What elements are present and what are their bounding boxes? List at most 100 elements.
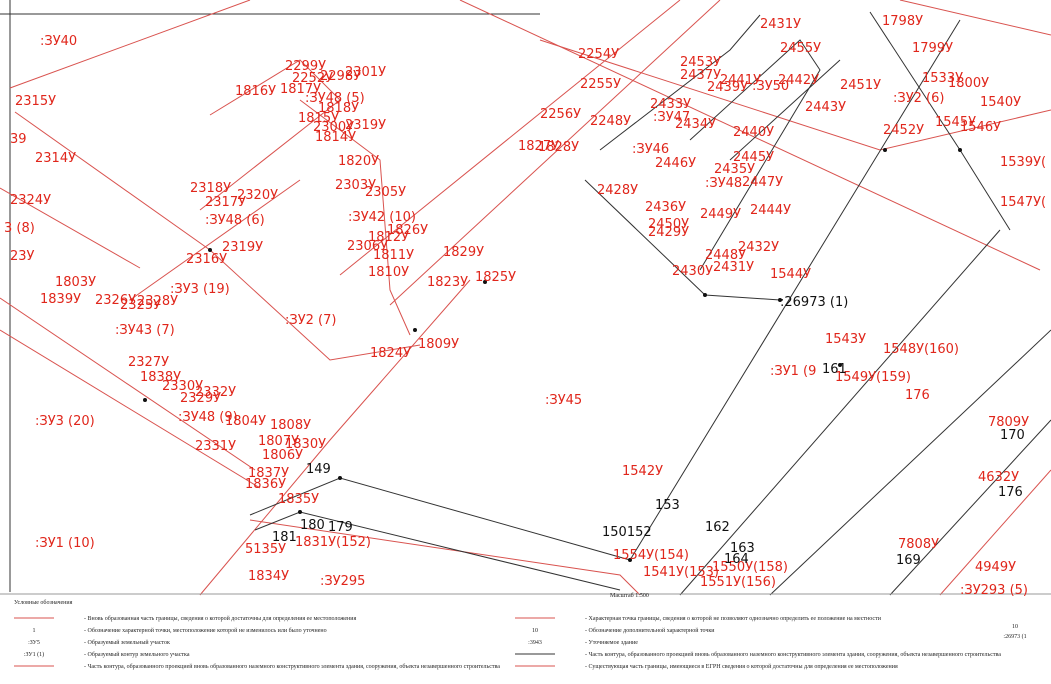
parcel-label: 2305У bbox=[365, 185, 406, 200]
legend-text: - Уточняемое здание bbox=[585, 640, 638, 646]
parcel-label: 1546У bbox=[960, 120, 1001, 135]
cadastral-map: Условные обозначения Масштаб 1:500 - Вно… bbox=[0, 0, 1051, 684]
parcel-label: 2256У bbox=[540, 107, 581, 122]
parcel-label: 2314У bbox=[35, 151, 76, 166]
parcel-label: 1834У bbox=[248, 569, 289, 584]
parcel-label: 2436У bbox=[645, 200, 686, 215]
parcel-label: 1820У bbox=[338, 154, 379, 169]
parcel-label: 1816У bbox=[235, 84, 276, 99]
point bbox=[413, 328, 417, 332]
parcel-label: 2429У bbox=[648, 225, 689, 240]
parcel-label: 2248У bbox=[590, 114, 631, 129]
parcel-label: 2443У bbox=[805, 100, 846, 115]
legend-symbol: :26973 (1 bbox=[1003, 633, 1026, 640]
parcel-label: 1804У bbox=[225, 414, 266, 429]
parcel-label: 1835У bbox=[278, 492, 319, 507]
parcel-label: :ЗУ48 bbox=[705, 176, 742, 191]
parcel-label: :ЗУ2 (6) bbox=[893, 91, 944, 106]
parcel-label: 1831У(152) bbox=[295, 535, 371, 550]
parcel-label: 1547У( bbox=[1000, 195, 1046, 210]
parcel-label: 179 bbox=[328, 520, 353, 535]
parcel-label: 2331У bbox=[195, 439, 236, 454]
parcel-label: 1544У bbox=[770, 267, 811, 282]
parcel-label: 176 bbox=[905, 388, 930, 403]
legend-text: - Образуемый земельный участок bbox=[84, 639, 170, 646]
parcel-label: 2434У bbox=[675, 117, 716, 132]
point bbox=[883, 148, 887, 152]
legend-text: - Образуемый контур земельного участка bbox=[84, 651, 190, 658]
parcel-label: 150152 bbox=[602, 525, 652, 540]
parcel-label: 153 bbox=[655, 498, 680, 513]
parcel-label: 1539У( bbox=[1000, 155, 1046, 170]
parcel-label: 1810У bbox=[368, 265, 409, 280]
parcel-label: 1800У bbox=[948, 76, 989, 91]
parcel-label: 23У bbox=[10, 249, 35, 264]
parcel-label: 1806У bbox=[262, 448, 303, 463]
parcel-label: 180 bbox=[300, 518, 325, 533]
parcel-label: 164 bbox=[724, 552, 749, 567]
parcel-label: :ЗУ2 (7) bbox=[285, 313, 336, 328]
parcel-label: :ЗУ40 bbox=[40, 34, 77, 49]
point bbox=[298, 510, 302, 514]
parcel-label: 2329У bbox=[180, 391, 221, 406]
parcel-label: 2428У bbox=[597, 183, 638, 198]
parcel-label: 1826У bbox=[387, 223, 428, 238]
boundary bbox=[0, 330, 260, 488]
legend-title: Условные обозначения bbox=[14, 599, 73, 606]
parcel-label: 1825У bbox=[475, 270, 516, 285]
legend-scale: Масштаб 1:500 bbox=[610, 592, 649, 599]
legend-text: - Обозначение характерной точки, местопо… bbox=[84, 627, 327, 634]
parcel-label: 2444У bbox=[750, 203, 791, 218]
point bbox=[703, 293, 707, 297]
point bbox=[143, 398, 147, 402]
parcel-label: 1839У bbox=[40, 292, 81, 307]
parcel-label: 2318У bbox=[190, 181, 231, 196]
parcel-label: 1799У bbox=[912, 41, 953, 56]
point bbox=[338, 476, 342, 480]
parcel-label: 162 bbox=[705, 520, 730, 535]
parcel-label: :ЗУ48 (6) bbox=[205, 213, 265, 228]
parcel-label: :ЗУ1 (10) bbox=[35, 536, 95, 551]
legend-text: - Характерная точка границы, сведения о … bbox=[585, 615, 882, 622]
parcel-label: 169 bbox=[896, 553, 921, 568]
parcel-label: 1548У(160) bbox=[883, 342, 959, 357]
parcel-label: 2430У bbox=[672, 264, 713, 279]
parcel-label: 2301У bbox=[345, 65, 386, 80]
parcel-label: 1554У(154) bbox=[613, 548, 689, 563]
parcel-label: 2316У bbox=[186, 252, 227, 267]
legend-text: - Существующая часть границы, имеющиеся … bbox=[585, 663, 898, 670]
parcel-label: 2315У bbox=[15, 94, 56, 109]
parcel-label: :ЗУ3 (19) bbox=[170, 282, 230, 297]
boundary bbox=[15, 112, 420, 360]
parcel-label: 2255У bbox=[580, 77, 621, 92]
parcel-label: 2319У bbox=[222, 240, 263, 255]
parcel-label: 170 bbox=[1000, 428, 1025, 443]
parcel-label: 2452У bbox=[883, 123, 924, 138]
legend-symbol: :ЗУ5 bbox=[28, 640, 40, 646]
legend-text: - Вновь образованная часть границы, свед… bbox=[84, 615, 356, 622]
legend-text: - Обозначение дополнительной характерной… bbox=[585, 627, 715, 634]
legend-text: - Часть контура, образованного проекцией… bbox=[84, 663, 500, 670]
parcel-label: 4632У bbox=[978, 470, 1019, 485]
parcel-label: 2446У bbox=[655, 156, 696, 171]
point bbox=[958, 148, 962, 152]
parcel-label: :ЗУ293 (5) bbox=[960, 583, 1028, 598]
parcel-label: 161 bbox=[822, 362, 847, 377]
parcel-label: 176 bbox=[998, 485, 1023, 500]
survey-points bbox=[143, 148, 962, 562]
parcel-label: :26973 (1) bbox=[780, 295, 848, 310]
parcel-label: 2431У bbox=[760, 17, 801, 32]
legend-symbol: :ЗУ1 (1) bbox=[24, 651, 44, 658]
parcel-label: :ЗУ295 bbox=[320, 574, 365, 589]
parcel-label: 1808У bbox=[270, 418, 311, 433]
parcel-label: 1823У bbox=[427, 275, 468, 290]
parcel-label: 2449У bbox=[700, 207, 741, 222]
legend-symbol: 10 bbox=[1012, 624, 1018, 630]
parcel-label: 1809У bbox=[418, 337, 459, 352]
legend: Условные обозначения Масштаб 1:500 - Вно… bbox=[14, 592, 1027, 670]
parcel-label: 2327У bbox=[128, 355, 169, 370]
legend-symbol: :3943 bbox=[528, 640, 542, 646]
parcel-label: 4949У bbox=[975, 560, 1016, 575]
parcel-label: 2442У bbox=[778, 73, 819, 88]
